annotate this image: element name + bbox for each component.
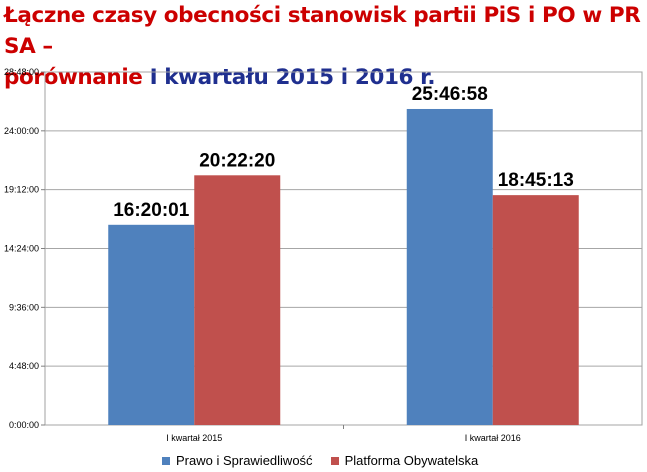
- y-axis: 0:00:00 4:48:00 9:36:00 14:24:00 19:12:00 24:…: [4, 67, 45, 430]
- legend-label-po: Platforma Obywatelska: [344, 453, 479, 468]
- chart-title-line2b: I kwartału 2015 i 2016 r.: [149, 65, 436, 90]
- y-tick-label: 9:36:00: [9, 302, 39, 312]
- y-tick-label: 0:00:00: [9, 420, 39, 430]
- x-category-label: I kwartał 2015: [166, 433, 222, 443]
- y-tick-label: 24:00:00: [4, 126, 39, 136]
- chart-title: Łączne czasy obecności stanowisk partii …: [4, 0, 644, 93]
- x-category-label: I kwartał 2016: [465, 433, 521, 443]
- bar: [406, 108, 493, 425]
- data-label: 16:20:01: [113, 200, 189, 221]
- legend-swatch-po: [330, 456, 339, 465]
- bar: [108, 224, 195, 425]
- y-tick-label: 14:24:00: [4, 244, 39, 254]
- y-tick-label: 28:48:00: [4, 67, 39, 77]
- data-labels: 16:20:01 20:22:20 25:46:58 18:45:13: [113, 84, 574, 221]
- bars-group: [108, 108, 579, 425]
- x-axis: I kwartał 2015 I kwartał 2016: [166, 425, 521, 443]
- bar: [194, 175, 281, 425]
- legend-swatch-pis: [162, 456, 170, 465]
- y-tick-label: 19:12:00: [4, 185, 39, 195]
- chart-title-line1: Łączne czasy obecności stanowisk partii …: [4, 3, 641, 59]
- legend-item-po: Platforma Obywatelska: [330, 453, 479, 468]
- chart-title-line2a: porównanie: [4, 65, 150, 90]
- legend: Prawo i Sprawiedliwość Platforma Obywate…: [162, 453, 478, 468]
- legend-item-pis: Prawo i Sprawiedliwość: [162, 453, 313, 468]
- data-label: 25:46:58: [412, 84, 488, 105]
- bar: [492, 195, 579, 425]
- y-tick-label: 4:48:00: [9, 361, 39, 371]
- data-label: 20:22:20: [199, 150, 275, 171]
- legend-label-pis: Prawo i Sprawiedliwość: [176, 453, 313, 468]
- data-label: 18:45:13: [498, 170, 574, 191]
